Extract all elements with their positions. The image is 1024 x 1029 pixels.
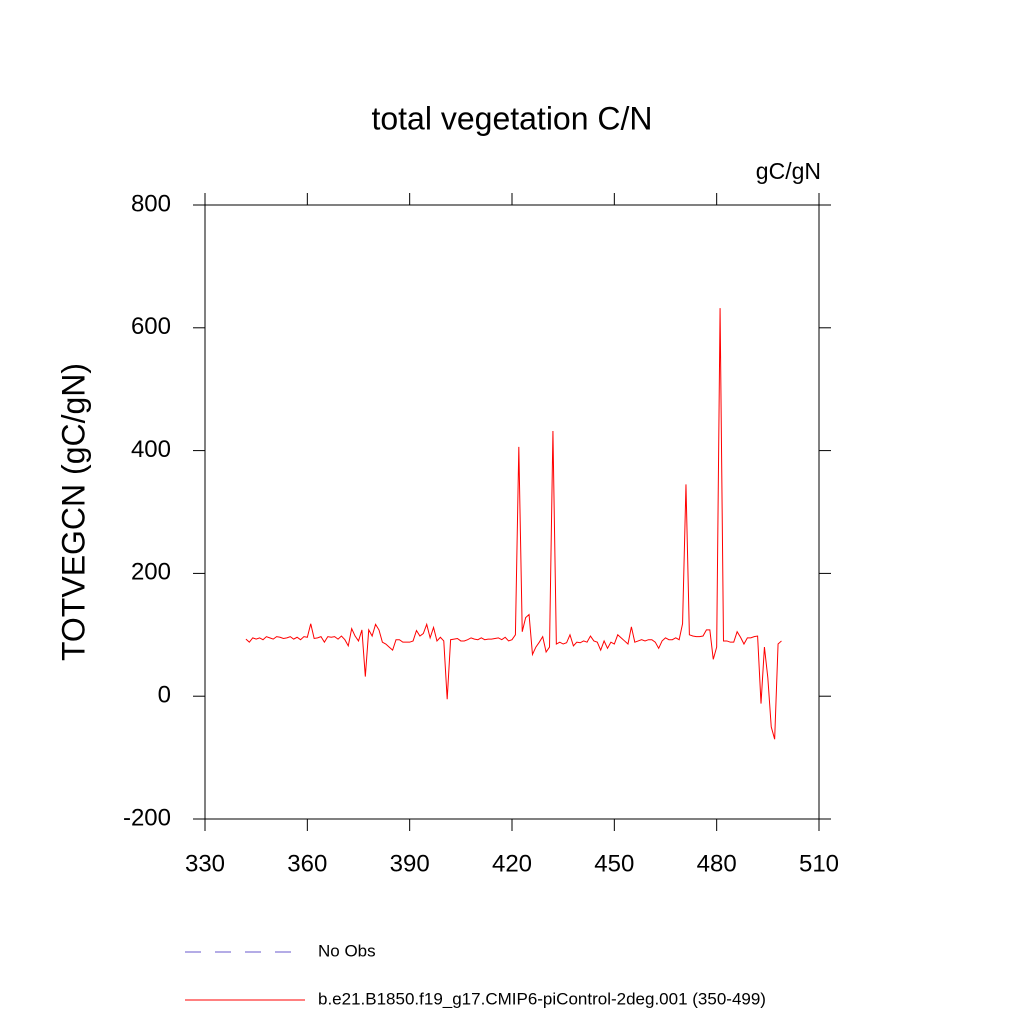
x-tick-label: 510 [799, 850, 839, 877]
x-tick-label: 450 [594, 850, 634, 877]
units-label: gC/gN [756, 158, 821, 184]
x-tick-label: 390 [390, 850, 430, 877]
chart-title: total vegetation C/N [371, 100, 652, 136]
y-tick-label: 200 [131, 559, 171, 586]
data-line [245, 308, 782, 740]
legend-label: No Obs [318, 941, 376, 960]
y-tick-label: -200 [123, 804, 171, 831]
y-tick-label: 400 [131, 436, 171, 463]
y-tick-label: 0 [158, 682, 171, 709]
x-tick-label: 420 [492, 850, 532, 877]
x-tick-label: 360 [287, 850, 327, 877]
plot-frame [204, 204, 820, 820]
legend-label: b.e21.B1850.f19_g17.CMIP6-piControl-2deg… [318, 989, 766, 1008]
y-tick-label: 600 [131, 313, 171, 340]
x-tick-label: 330 [185, 850, 225, 877]
y-axis-label: TOTVEGCN (gC/gN) [55, 363, 91, 661]
y-tick-label: 800 [131, 190, 171, 217]
x-tick-label: 480 [697, 850, 737, 877]
